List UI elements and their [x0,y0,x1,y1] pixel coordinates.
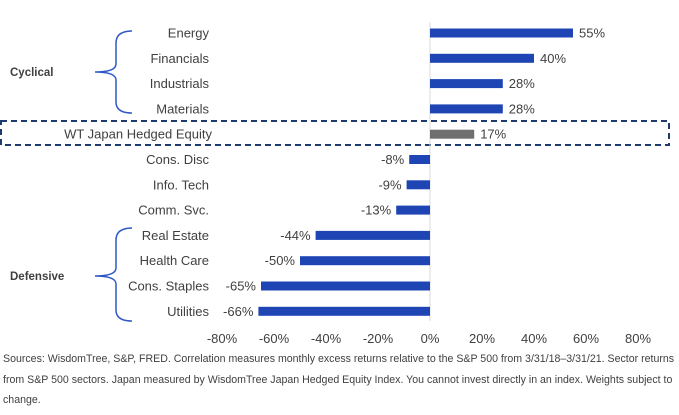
value-labels-layer: 55%40%28%28%17%-8%-9%-13%-44%-50%-65%-66… [223,26,605,319]
group-label-cyclical: Cyclical [10,67,53,79]
value-label-cons-staples: -65% [226,279,257,294]
category-label-wt-japan-hedged-equity: WT Japan Hedged Equity [64,127,212,142]
value-label-cons-disc: -8% [381,152,405,167]
bar-comm-svc [396,205,430,215]
category-label-financials: Financials [150,51,209,66]
category-label-info-tech: Info. Tech [153,177,209,192]
x-tick-label: 60% [573,331,599,346]
category-label-cons-disc: Cons. Disc [146,152,209,167]
value-label-industrials: 28% [509,76,535,91]
x-tick-label: 80% [625,331,651,346]
category-label-health-care: Health Care [140,253,209,268]
sector-bar-chart: Cyclical Defensive Energy Financials Indus… [0,22,670,346]
value-label-comm-svc: -13% [361,203,392,218]
bar-wt-japan-hedged-equity [430,129,475,139]
x-tick-label: 40% [521,331,547,346]
bar-financials [430,53,534,63]
x-tick-label: 20% [469,331,495,346]
category-label-comm-svc: Comm. Svc. [138,203,209,218]
value-label-financials: 40% [540,51,566,66]
category-label-materials: Materials [156,101,209,116]
x-tick-label: -40% [311,331,342,346]
value-label-utilities: -66% [223,304,254,319]
bars-layer [258,22,573,321]
defensive-bracket [94,227,133,322]
value-label-materials: 28% [509,101,535,116]
bar-info-tech [406,180,430,190]
value-label-real-estate: -44% [280,228,311,243]
highlight-dashed-box [0,120,670,146]
category-label-cons-staples: Cons. Staples [128,279,209,294]
bar-materials [430,104,503,114]
x-axis-ticks-layer: -80% -60% -40% -20% 0% 20% 40% 60% 80% [207,331,652,346]
x-tick-label: -80% [207,331,238,346]
bar-cons-staples [261,281,430,291]
category-labels-layer: Energy Financials Industrials Materials WT J… [64,26,212,319]
value-label-wt-japan-hedged-equity: 17% [480,127,506,142]
bar-real-estate [315,230,430,240]
bar-health-care [300,256,430,266]
bar-energy [430,28,573,38]
x-tick-label: -20% [363,331,394,346]
group-label-defensive: Defensive [10,271,64,283]
value-label-health-care: -50% [265,253,296,268]
value-label-info-tech: -9% [378,177,402,192]
x-tick-label: 0% [421,331,440,346]
bar-industrials [430,79,503,89]
footnote: Sources: WisdomTree, S&P, FRED. Correlat… [3,353,675,406]
category-label-industrials: Industrials [150,76,210,91]
bar-cons-disc [409,155,430,164]
value-label-energy: 55% [579,26,605,41]
cyclical-bracket [94,30,133,114]
category-label-energy: Energy [168,26,210,41]
x-tick-label: -60% [259,331,290,346]
category-label-real-estate: Real Estate [142,228,209,243]
bar-utilities [258,306,430,316]
category-label-utilities: Utilities [167,304,209,319]
